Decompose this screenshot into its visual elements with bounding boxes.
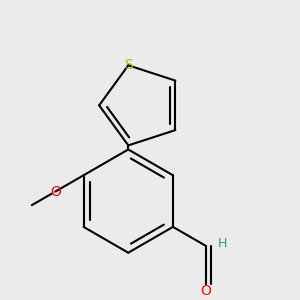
Text: O: O xyxy=(200,284,211,298)
Text: O: O xyxy=(50,184,61,199)
Text: H: H xyxy=(218,237,227,250)
Text: S: S xyxy=(124,58,133,72)
